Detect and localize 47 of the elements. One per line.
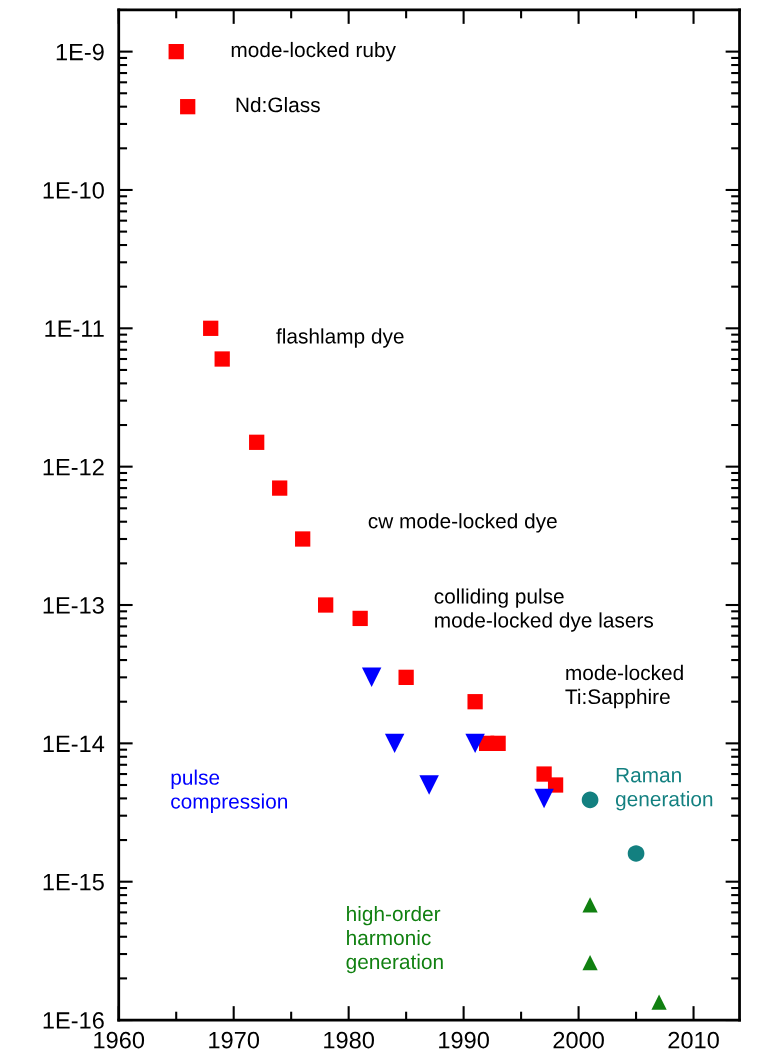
point [490, 735, 506, 751]
text: mode-locked ruby [231, 41, 396, 62]
x-tick-label: 1980 [324, 1031, 374, 1049]
point [547, 777, 564, 793]
x-tick-label: 1960 [94, 1031, 145, 1049]
point [249, 434, 265, 450]
text: mode-locked Ti:Sapphire [565, 664, 683, 709]
point [272, 480, 288, 496]
point [352, 610, 368, 627]
series-label: Raman generation [615, 767, 713, 811]
y-tick-label: 1E-9 [56, 43, 104, 61]
point [398, 669, 414, 685]
y-tick-label: 1E-12 [43, 458, 104, 476]
point [384, 733, 405, 754]
point [581, 791, 599, 809]
point [168, 43, 184, 60]
point [627, 845, 645, 862]
x-tick-label: 1970 [209, 1031, 260, 1049]
point [318, 597, 334, 613]
text: colliding pulse mode-locked dye lasers [434, 588, 654, 632]
point [651, 994, 667, 1010]
point [582, 897, 598, 913]
y-tick-label: 1E-16 [43, 1012, 104, 1029]
point [203, 320, 219, 336]
point [180, 99, 196, 115]
text: flashlamp dye [276, 328, 404, 348]
x-tick-label: 2000 [553, 1031, 604, 1049]
y-tick-label: 1E-10 [43, 182, 104, 199]
point [295, 531, 311, 547]
point [536, 766, 552, 782]
point [361, 667, 382, 688]
point [467, 694, 483, 710]
y-tick-label: 1E-15 [43, 874, 104, 891]
text: high-order harmonic generation [346, 905, 443, 974]
point [419, 775, 439, 795]
y-tick-label: 1E-11 [45, 320, 104, 337]
point [465, 733, 485, 754]
y-tick-label: 1E-14 [43, 735, 105, 752]
x-tick-label: 2010 [668, 1031, 719, 1049]
point [534, 788, 554, 809]
point [214, 351, 230, 367]
y-tick-label: 1E-13 [43, 597, 104, 614]
point [582, 955, 598, 971]
x-tick-label: 1990 [439, 1031, 489, 1049]
text: pulse compression [171, 769, 288, 813]
series-label: Nd:Glass [236, 96, 320, 113]
text: cw mode-locked dye [368, 513, 557, 533]
